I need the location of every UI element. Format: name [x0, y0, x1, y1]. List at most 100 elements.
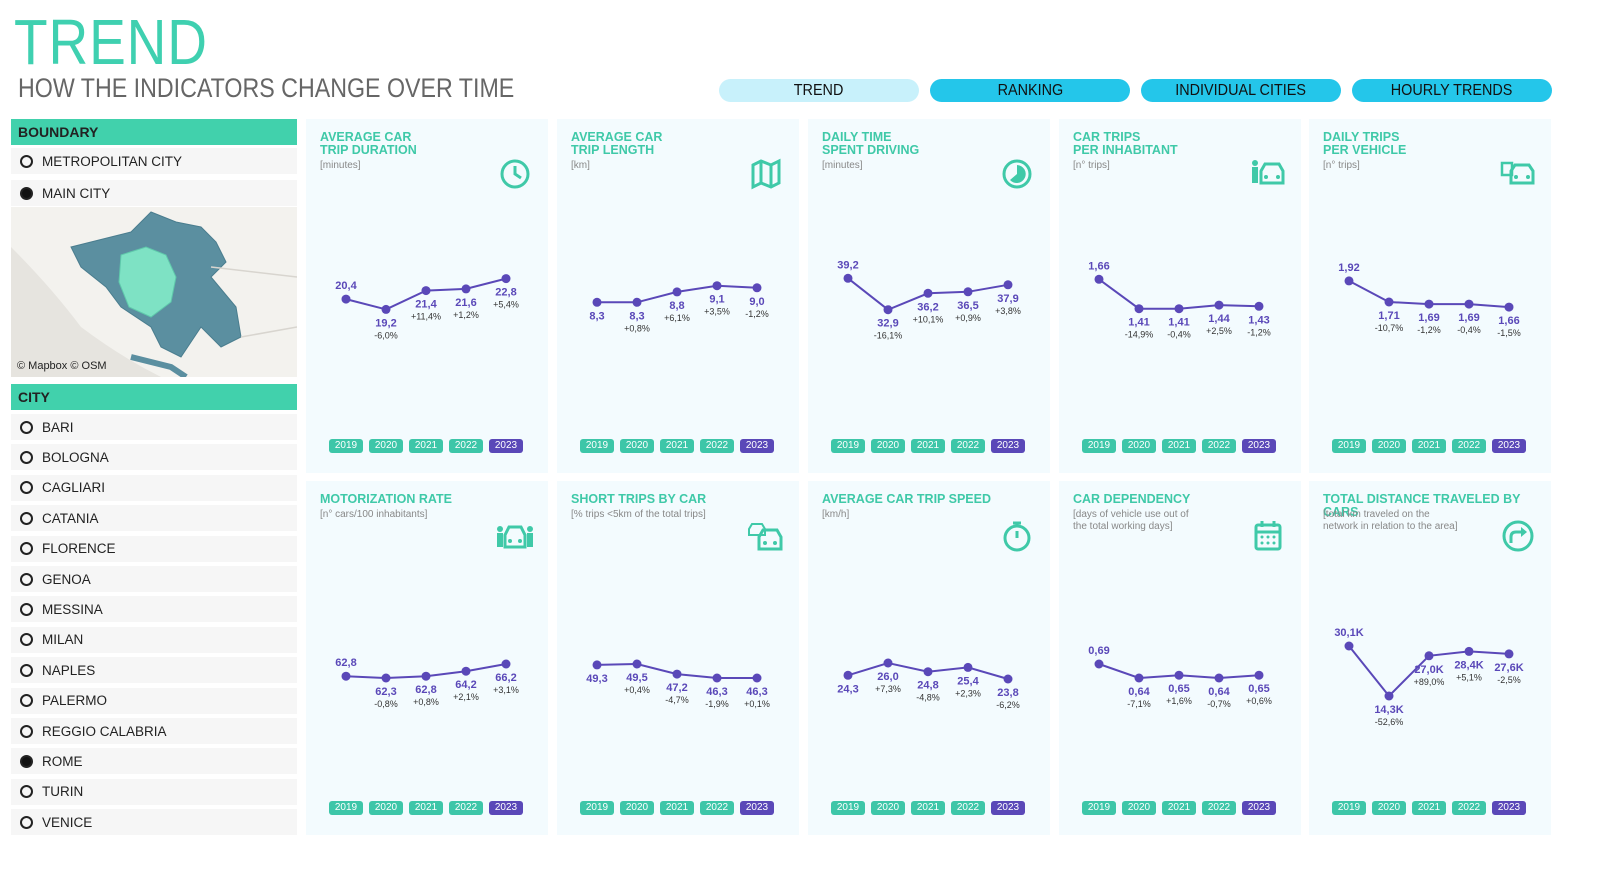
city-option-bari[interactable]: BARI [11, 414, 297, 440]
data-point[interactable] [592, 660, 602, 670]
city-option-turin[interactable]: TURIN [11, 778, 297, 805]
year-button-2019[interactable]: 2019 [580, 439, 614, 453]
city-option-cagliari[interactable]: CAGLIARI [11, 474, 297, 501]
data-point[interactable] [1134, 673, 1144, 683]
year-button-2022[interactable]: 2022 [1202, 801, 1236, 815]
data-point[interactable] [752, 673, 762, 683]
tab-trend[interactable]: TREND [719, 79, 919, 102]
year-button-2023[interactable]: 2023 [991, 801, 1025, 815]
year-button-2022[interactable]: 2022 [700, 439, 734, 453]
year-button-2023[interactable]: 2023 [740, 439, 774, 453]
data-point[interactable] [1003, 674, 1013, 684]
city-option-naples[interactable]: NAPLES [11, 657, 297, 684]
year-button-2021[interactable]: 2021 [660, 439, 694, 453]
data-point[interactable] [1254, 301, 1264, 311]
year-button-2023[interactable]: 2023 [740, 801, 774, 815]
data-point[interactable] [1174, 670, 1184, 680]
data-point[interactable] [1464, 646, 1474, 656]
data-point[interactable] [1094, 274, 1104, 284]
data-point[interactable] [672, 669, 682, 679]
data-point[interactable] [883, 305, 893, 315]
year-button-2023[interactable]: 2023 [1492, 801, 1526, 815]
year-button-2019[interactable]: 2019 [1332, 801, 1366, 815]
year-button-2019[interactable]: 2019 [580, 801, 614, 815]
year-button-2019[interactable]: 2019 [1332, 439, 1366, 453]
city-option-bologna[interactable]: BOLOGNA [11, 444, 297, 471]
data-point[interactable] [592, 297, 602, 307]
data-point[interactable] [923, 288, 933, 298]
year-button-2023[interactable]: 2023 [1242, 801, 1276, 815]
year-button-2022[interactable]: 2022 [1202, 439, 1236, 453]
year-button-2022[interactable]: 2022 [700, 801, 734, 815]
tab-hourly-trends[interactable]: HOURLY TRENDS [1352, 79, 1552, 102]
year-button-2022[interactable]: 2022 [1452, 801, 1486, 815]
data-point[interactable] [1344, 641, 1354, 651]
city-option-catania[interactable]: CATANIA [11, 505, 297, 532]
year-button-2020[interactable]: 2020 [369, 439, 403, 453]
data-point[interactable] [501, 274, 511, 284]
year-button-2019[interactable]: 2019 [329, 801, 363, 815]
data-point[interactable] [461, 666, 471, 676]
data-point[interactable] [1344, 276, 1354, 286]
city-option-genoa[interactable]: GENOA [11, 566, 297, 592]
data-point[interactable] [923, 667, 933, 677]
data-point[interactable] [1254, 670, 1264, 680]
data-point[interactable] [632, 659, 642, 669]
data-point[interactable] [381, 673, 391, 683]
data-point[interactable] [381, 304, 391, 314]
data-point[interactable] [1504, 302, 1514, 312]
data-point[interactable] [712, 281, 722, 291]
data-point[interactable] [1384, 297, 1394, 307]
year-button-2021[interactable]: 2021 [660, 801, 694, 815]
data-point[interactable] [843, 670, 853, 680]
year-button-2020[interactable]: 2020 [871, 439, 905, 453]
tab-ranking[interactable]: RANKING [930, 79, 1130, 102]
data-point[interactable] [883, 658, 893, 668]
data-point[interactable] [1174, 304, 1184, 314]
year-button-2021[interactable]: 2021 [1162, 801, 1196, 815]
year-button-2022[interactable]: 2022 [1452, 439, 1486, 453]
year-button-2023[interactable]: 2023 [991, 439, 1025, 453]
year-button-2023[interactable]: 2023 [1492, 439, 1526, 453]
year-button-2022[interactable]: 2022 [449, 801, 483, 815]
boundary-option-metropolitan-city[interactable]: METROPOLITAN CITY [11, 148, 297, 174]
year-button-2021[interactable]: 2021 [1412, 439, 1446, 453]
data-point[interactable] [341, 671, 351, 681]
boundary-option-main-city[interactable]: MAIN CITY [11, 180, 297, 206]
year-button-2020[interactable]: 2020 [620, 801, 654, 815]
city-option-rome[interactable]: ROME [11, 748, 297, 775]
year-button-2021[interactable]: 2021 [1412, 801, 1446, 815]
city-option-reggio-calabria[interactable]: REGGIO CALABRIA [11, 718, 297, 744]
data-point[interactable] [752, 283, 762, 293]
year-button-2020[interactable]: 2020 [871, 801, 905, 815]
year-button-2023[interactable]: 2023 [489, 439, 523, 453]
city-option-venice[interactable]: VENICE [11, 809, 297, 836]
data-point[interactable] [1214, 300, 1224, 310]
year-button-2019[interactable]: 2019 [1082, 439, 1116, 453]
data-point[interactable] [963, 662, 973, 672]
year-button-2020[interactable]: 2020 [1372, 439, 1406, 453]
data-point[interactable] [1214, 673, 1224, 683]
data-point[interactable] [712, 673, 722, 683]
city-map[interactable]: © Mapbox © OSM [11, 207, 297, 377]
year-button-2022[interactable]: 2022 [951, 801, 985, 815]
data-point[interactable] [1424, 651, 1434, 661]
data-point[interactable] [501, 659, 511, 669]
data-point[interactable] [1504, 649, 1514, 659]
city-option-messina[interactable]: MESSINA [11, 596, 297, 623]
data-point[interactable] [632, 297, 642, 307]
year-button-2023[interactable]: 2023 [489, 801, 523, 815]
data-point[interactable] [1424, 299, 1434, 309]
year-button-2019[interactable]: 2019 [329, 439, 363, 453]
year-button-2021[interactable]: 2021 [409, 439, 443, 453]
year-button-2022[interactable]: 2022 [951, 439, 985, 453]
year-button-2023[interactable]: 2023 [1242, 439, 1276, 453]
year-button-2019[interactable]: 2019 [831, 439, 865, 453]
data-point[interactable] [1384, 691, 1394, 701]
year-button-2021[interactable]: 2021 [911, 439, 945, 453]
data-point[interactable] [341, 294, 351, 304]
year-button-2021[interactable]: 2021 [911, 801, 945, 815]
data-point[interactable] [1094, 659, 1104, 669]
data-point[interactable] [672, 287, 682, 297]
year-button-2020[interactable]: 2020 [1122, 439, 1156, 453]
